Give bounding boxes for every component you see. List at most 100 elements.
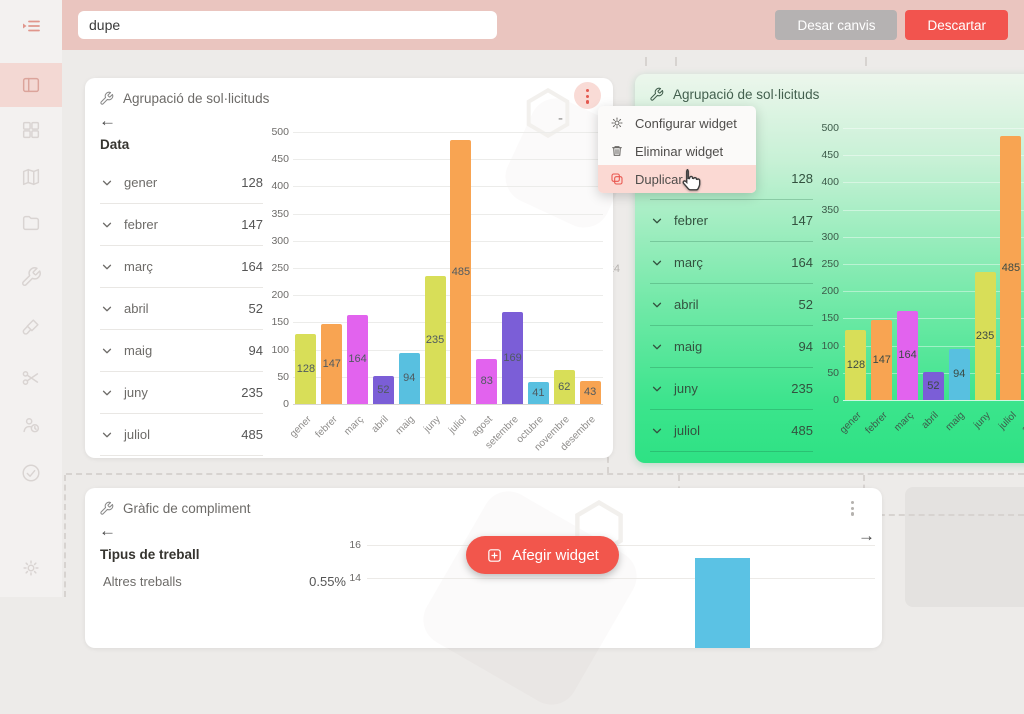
- chart-gridline: [293, 268, 603, 269]
- trash-icon: [609, 143, 625, 159]
- bar-value-label: 147: [872, 354, 891, 367]
- row-label: maig: [124, 343, 153, 358]
- y-axis-tick: 250: [821, 258, 839, 270]
- chart-gridline: [843, 318, 1024, 320]
- grid-guide: [675, 57, 677, 66]
- bar-value-label: 83: [480, 375, 493, 388]
- data-row-març[interactable]: març 164: [100, 246, 263, 288]
- data-row-març[interactable]: març 164: [650, 242, 813, 284]
- menu-item-configurar-widget[interactable]: Configurar widget: [598, 109, 756, 137]
- sidebar-item-scissors[interactable]: [0, 356, 62, 400]
- sidebar-item-map[interactable]: [0, 155, 62, 199]
- data-row-maig[interactable]: maig 94: [100, 330, 263, 372]
- chart-gridline: [367, 545, 875, 546]
- y-axis-tick: 350: [271, 207, 289, 220]
- back-arrow-button[interactable]: ←: [99, 521, 116, 540]
- sidebar-item-settings[interactable]: [0, 546, 62, 590]
- sidebar: [0, 0, 62, 597]
- widget-menu-button[interactable]: [839, 494, 866, 521]
- widget-menu-button[interactable]: [574, 82, 601, 109]
- sidebar-expand-button[interactable]: [0, 6, 62, 46]
- data-row-gener[interactable]: gener 128: [100, 162, 263, 204]
- data-row-maig[interactable]: maig 94: [650, 326, 813, 368]
- bar-desembre: [579, 380, 601, 404]
- row-label: juny: [124, 385, 148, 400]
- chevron-down-icon: [650, 424, 664, 438]
- forward-arrow-button[interactable]: →: [858, 526, 875, 545]
- bar-setembre: [502, 312, 524, 404]
- chart-gridline: [293, 404, 603, 405]
- chart-gridline: [293, 322, 603, 324]
- y-axis-tick: 50: [277, 370, 289, 383]
- row-value: 128: [241, 175, 263, 190]
- widget-agrupacio-sollicituds: Agrupació de sol·licituds ← - Data gener…: [85, 78, 613, 458]
- sidebar-item-check[interactable]: [0, 451, 62, 495]
- bar-value-label: 164: [348, 353, 367, 366]
- bar-març: [347, 314, 369, 404]
- chart-gridline: [293, 159, 603, 161]
- data-row-juny[interactable]: juny 235: [100, 372, 263, 414]
- chevron-down-icon: [100, 428, 114, 442]
- row-label: març: [674, 255, 703, 270]
- y-axis-tick: 400: [271, 180, 289, 193]
- row-value: 52: [248, 301, 263, 316]
- grid-guide: [865, 57, 867, 66]
- bar-value-label: 41: [532, 386, 545, 399]
- y-axis-tick: 450: [271, 153, 289, 166]
- sidebar-item-paintbrush[interactable]: [0, 305, 62, 349]
- add-widget-label: Afegir widget: [512, 546, 599, 564]
- add-widget-button[interactable]: Afegir widget: [466, 536, 619, 574]
- bar-febrer: [871, 320, 893, 400]
- gear-icon: [23, 560, 39, 576]
- sidebar-item-tools[interactable]: [0, 255, 62, 299]
- menu-item-duplicar[interactable]: Duplicar: [598, 165, 756, 193]
- row-label: març: [124, 259, 153, 274]
- chart-gridline: [293, 213, 603, 215]
- y-axis-tick: 200: [821, 285, 839, 298]
- sidebar-item-dashboard[interactable]: [0, 63, 62, 107]
- data-row-febrer[interactable]: febrer 147: [650, 200, 813, 242]
- bar-value-label: 485: [451, 266, 471, 279]
- y-axis-tick: 0: [833, 394, 839, 406]
- data-row-juny[interactable]: juny 235: [650, 368, 813, 410]
- y-axis-tick: 150: [271, 316, 289, 329]
- bar-value-label: 94: [403, 372, 416, 385]
- menu-item-eliminar-widget[interactable]: Eliminar widget: [598, 137, 756, 165]
- data-row-abril[interactable]: abril 52: [100, 288, 263, 330]
- y-axis-tick: 250: [271, 262, 289, 274]
- bar-value-label: 43: [583, 386, 597, 399]
- y-axis-tick: 16: [349, 539, 361, 551]
- bar-juny: [424, 276, 446, 404]
- sidebar-item-widgets-grid[interactable]: [0, 108, 62, 152]
- paintbrush-icon: [22, 319, 39, 335]
- sidebar-item-folder[interactable]: [0, 201, 62, 245]
- chevron-down-icon: [100, 218, 114, 232]
- data-list-header: Data: [100, 137, 130, 152]
- y-axis-tick: 100: [821, 339, 839, 352]
- dashboard-icon: [22, 77, 40, 93]
- row-label: febrer: [124, 217, 158, 232]
- row-label: abril: [124, 301, 149, 316]
- back-arrow-button[interactable]: ←: [99, 111, 116, 130]
- row-value: 147: [241, 217, 263, 232]
- dashboard-name-input[interactable]: [78, 11, 497, 39]
- sidebar-item-user-history[interactable]: [0, 403, 62, 447]
- save-changes-button[interactable]: Desar canvis: [775, 10, 898, 40]
- chart-gridline: [843, 128, 1024, 129]
- bar-value-label: 235: [425, 334, 445, 347]
- y-axis-tick: 400: [821, 176, 839, 189]
- row-value: 164: [241, 259, 263, 274]
- discard-button[interactable]: Descartar: [905, 10, 1008, 40]
- data-row-febrer[interactable]: febrer 147: [100, 204, 263, 246]
- worktype-row[interactable]: Altres treballs 0.55%: [103, 574, 346, 589]
- widget-header: Agrupació de sol·licituds: [635, 74, 1024, 106]
- data-row-juliol[interactable]: juliol 485: [650, 410, 813, 452]
- data-month-list: gener 128 febrer 147 març 164 abril 52 maig 94 jun…: [100, 162, 263, 456]
- hexagon-watermark: [525, 87, 571, 143]
- row-label: maig: [674, 339, 703, 354]
- bar-abril: [922, 371, 944, 400]
- data-row-juliol[interactable]: juliol 485: [100, 414, 263, 456]
- bar-value-label: 52: [927, 379, 940, 392]
- chevron-down-icon: [100, 386, 114, 400]
- data-row-abril[interactable]: abril 52: [650, 284, 813, 326]
